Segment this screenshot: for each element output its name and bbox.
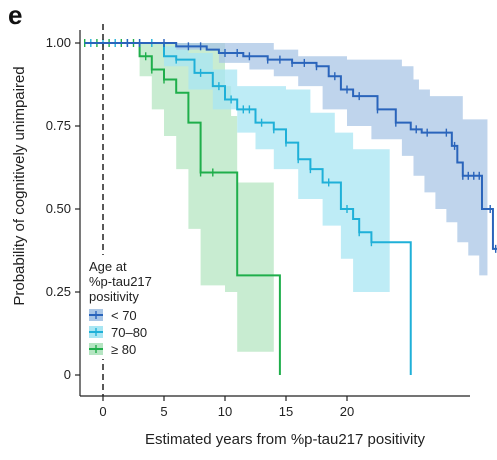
y-tick-label-0: 0 [64, 367, 71, 382]
legend-label-1: 70–80 [111, 325, 147, 340]
x-axis-title: Estimated years from %p-tau217 positivit… [145, 431, 426, 448]
legend-label-0: < 70 [111, 308, 137, 323]
confidence-bands [84, 43, 488, 352]
legend-background [86, 255, 158, 359]
x-tick-label-0: 0 [99, 404, 106, 419]
x-tick-label-3: 15 [279, 404, 293, 419]
x-tick-label-2: 10 [218, 404, 232, 419]
axes: 0 0.25 0.50 0.75 1.00 0 5 10 15 20 Estimated years… [11, 24, 470, 448]
x-tick-label-4: 20 [340, 404, 354, 419]
survival-line-1 [84, 42, 412, 375]
survival-curves [83, 39, 497, 375]
y-tick-label-4: 1.00 [46, 35, 71, 50]
survival-line-2 [84, 42, 281, 375]
y-tick-label-2: 0.50 [46, 201, 71, 216]
legend-title-line-0: Age at [89, 259, 127, 274]
legend-title-line-1: %p-tau217 [89, 274, 152, 289]
legend-label-2: ≥ 80 [111, 342, 136, 357]
survival-line-0 [84, 42, 497, 250]
x-tick-label-1: 5 [160, 404, 167, 419]
y-tick-label-1: 0.25 [46, 284, 71, 299]
y-axis-title: Probability of cognitively unimpaired [11, 66, 28, 305]
ci-band-0 [84, 43, 488, 316]
panel-label: e [8, 0, 23, 30]
ci-band-1 [84, 43, 390, 292]
y-tick-label-3: 0.75 [46, 118, 71, 133]
ci-band-2 [84, 43, 274, 352]
legend-title-line-2: positivity [89, 289, 139, 304]
